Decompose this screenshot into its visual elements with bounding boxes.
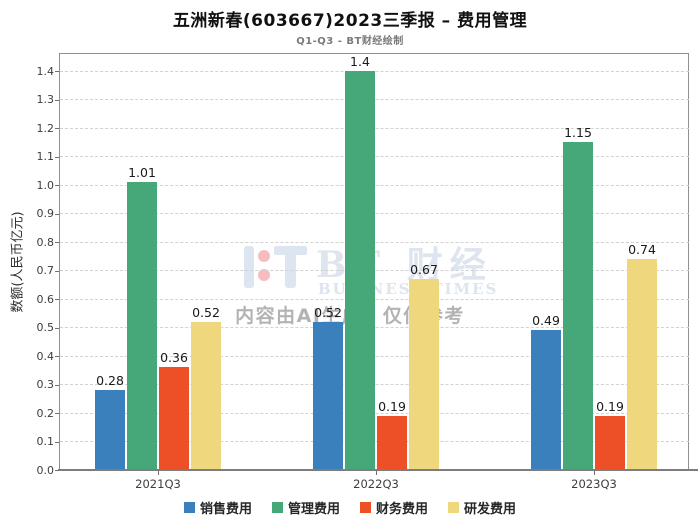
x-tick-mark <box>594 471 595 475</box>
legend-swatch <box>271 501 283 513</box>
bar-管理费用-2022Q3 <box>345 71 375 470</box>
y-tick-label: 0.3 <box>36 378 55 392</box>
bar-value-label: 1.01 <box>128 165 156 181</box>
y-tick-mark <box>55 71 59 73</box>
legend-item-研发费用: 研发费用 <box>448 498 516 517</box>
bar-财务费用-2023Q3 <box>595 415 625 470</box>
bar-value-label: 0.52 <box>314 304 342 320</box>
chart-subtitle: Q1-Q3 - BT财经绘制 <box>296 36 404 47</box>
bar-管理费用-2021Q3 <box>127 182 157 470</box>
x-tick-label: 2023Q3 <box>571 477 617 491</box>
x-tick-label: 2021Q3 <box>135 477 181 491</box>
bt-logo-dot <box>258 250 270 262</box>
legend-label: 财务费用 <box>376 501 429 517</box>
y-tick-mark <box>55 441 59 443</box>
y-tick-mark <box>55 356 59 358</box>
y-tick-label: 1.1 <box>36 150 55 164</box>
legend-label: 管理费用 <box>287 501 340 517</box>
legend-swatch <box>183 501 195 513</box>
y-tick-label: 0.8 <box>36 235 55 249</box>
y-tick-mark <box>55 99 59 101</box>
y-tick-label: 0.0 <box>36 463 55 477</box>
legend: 销售费用 管理费用 财务费用 研发费用 <box>0 498 700 517</box>
bar-value-label: 1.15 <box>564 125 592 141</box>
y-tick-label: 1.2 <box>36 121 55 135</box>
bt-logo-t-shape <box>285 255 296 288</box>
y-tick-label: 1.4 <box>36 64 55 78</box>
y-tick-label: 0.4 <box>36 349 55 363</box>
bar-value-label: 0.28 <box>96 373 124 389</box>
y-tick-mark <box>55 270 59 272</box>
y-tick-label: 0.9 <box>36 207 55 221</box>
bar-value-label: 0.19 <box>596 398 624 414</box>
gridline <box>60 70 689 72</box>
x-axis-line <box>58 469 698 471</box>
legend-item-销售费用: 销售费用 <box>183 498 252 517</box>
y-tick-label: 0.5 <box>36 321 55 335</box>
legend-item-财务费用: 财务费用 <box>360 498 428 517</box>
y-tick-label: 0.7 <box>36 264 55 278</box>
bar-财务费用-2022Q3 <box>377 415 407 470</box>
bar-研发费用-2023Q3 <box>627 259 657 470</box>
y-tick-mark <box>55 156 59 158</box>
bar-财务费用-2021Q3 <box>159 367 189 470</box>
y-tick-mark <box>55 327 59 329</box>
bar-销售费用-2022Q3 <box>313 321 343 470</box>
bar-研发费用-2022Q3 <box>409 279 439 470</box>
y-tick-mark <box>55 213 59 215</box>
y-tick-label: 1.0 <box>36 178 55 192</box>
bar-value-label: 0.36 <box>160 350 188 366</box>
y-tick-mark <box>55 299 59 301</box>
bar-value-label: 0.19 <box>378 398 406 414</box>
x-tick-mark <box>158 471 159 475</box>
plot-area: 0.28 1.01 0.36 0.52 0.52 1.4 0.19 0.67 0.49 1.15 0… <box>60 54 689 470</box>
y-tick-mark <box>55 413 59 414</box>
legend-label: 研发费用 <box>464 501 517 517</box>
legend-item-管理费用: 管理费用 <box>271 498 340 517</box>
x-tick-label: 2022Q3 <box>353 477 399 491</box>
legend-swatch <box>448 501 460 513</box>
y-tick-mark <box>55 185 59 187</box>
bar-管理费用-2023Q3 <box>563 142 593 470</box>
bt-logo-text: BT 财经 <box>316 244 493 286</box>
bt-logo-t-shape <box>274 246 307 255</box>
bar-value-label: 0.67 <box>410 262 438 278</box>
legend-swatch <box>360 501 371 513</box>
chart-title: 五洲新春(603667)2023三季报 – 费用管理 <box>172 11 528 31</box>
bt-logo-bar-shape <box>244 246 254 288</box>
x-tick-mark <box>376 471 377 475</box>
y-tick-label: 0.1 <box>36 435 55 448</box>
bar-销售费用-2021Q3 <box>95 390 125 470</box>
y-tick-label: 0.2 <box>36 406 55 420</box>
bar-value-label: 1.4 <box>350 54 370 70</box>
bar-value-label: 0.49 <box>532 313 560 329</box>
bar-销售费用-2023Q3 <box>531 330 561 470</box>
bar-研发费用-2021Q3 <box>191 321 221 470</box>
bar-value-label: 0.52 <box>192 304 220 320</box>
bar-value-label: 0.74 <box>628 242 656 258</box>
y-tick-mark <box>55 128 59 130</box>
bt-logo-dot <box>258 269 270 281</box>
y-tick-label: 0.6 <box>36 292 55 306</box>
y-tick-mark <box>55 470 59 471</box>
y-tick-label: 1.3 <box>36 93 55 107</box>
legend-label: 销售费用 <box>199 501 252 517</box>
y-tick-mark <box>55 384 59 386</box>
y-tick-mark <box>55 242 59 244</box>
